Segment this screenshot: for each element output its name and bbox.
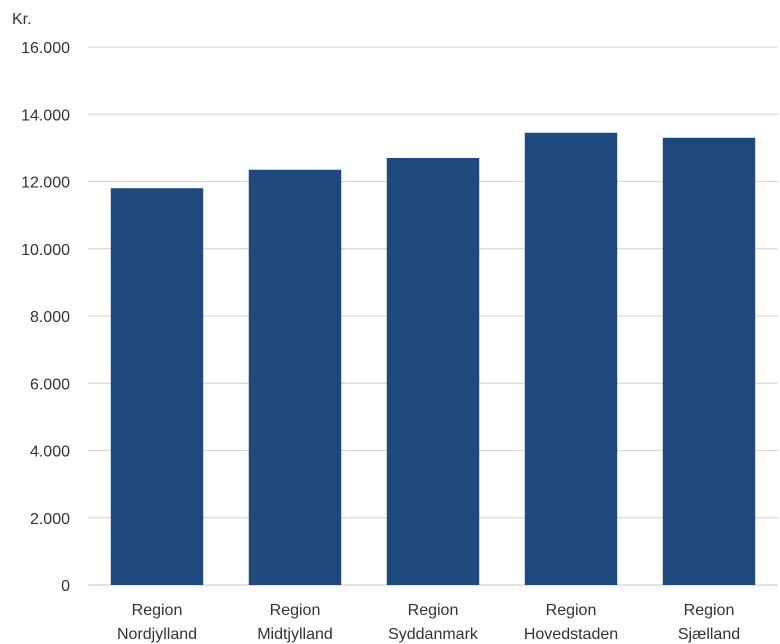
y-tick-label: 6.000 xyxy=(30,376,70,393)
y-tick-label: 4.000 xyxy=(30,444,70,461)
y-tick-label: 2.000 xyxy=(30,511,70,528)
y-tick-label: 8.000 xyxy=(30,309,70,326)
x-tick-label: Region Syddanmark xyxy=(388,602,479,643)
y-tick-labels: 0 2.000 4.000 6.000 8.000 10.000 12.000 14.000 1… xyxy=(21,40,70,595)
x-tick-label: Region Hovedstaden xyxy=(524,602,618,643)
bar xyxy=(662,137,756,585)
y-axis-unit-label: Kr. xyxy=(12,11,32,28)
bar xyxy=(110,188,204,585)
x-tick-label: Region Midtjylland xyxy=(257,602,333,643)
x-tick-labels: Region Nordjylland Region Midtjylland Region… xyxy=(117,602,740,643)
bars xyxy=(110,132,756,585)
bar xyxy=(524,132,618,585)
y-tick-label: 0 xyxy=(61,578,70,595)
x-tick-label: Region Nordjylland xyxy=(117,602,197,643)
bar xyxy=(386,157,480,585)
x-tick-label: Region Sjælland xyxy=(678,602,740,643)
y-tick-label: 12.000 xyxy=(21,175,70,192)
y-tick-label: 14.000 xyxy=(21,107,70,124)
y-tick-label: 16.000 xyxy=(21,40,70,57)
bar xyxy=(248,169,342,585)
y-tick-label: 10.000 xyxy=(21,242,70,259)
